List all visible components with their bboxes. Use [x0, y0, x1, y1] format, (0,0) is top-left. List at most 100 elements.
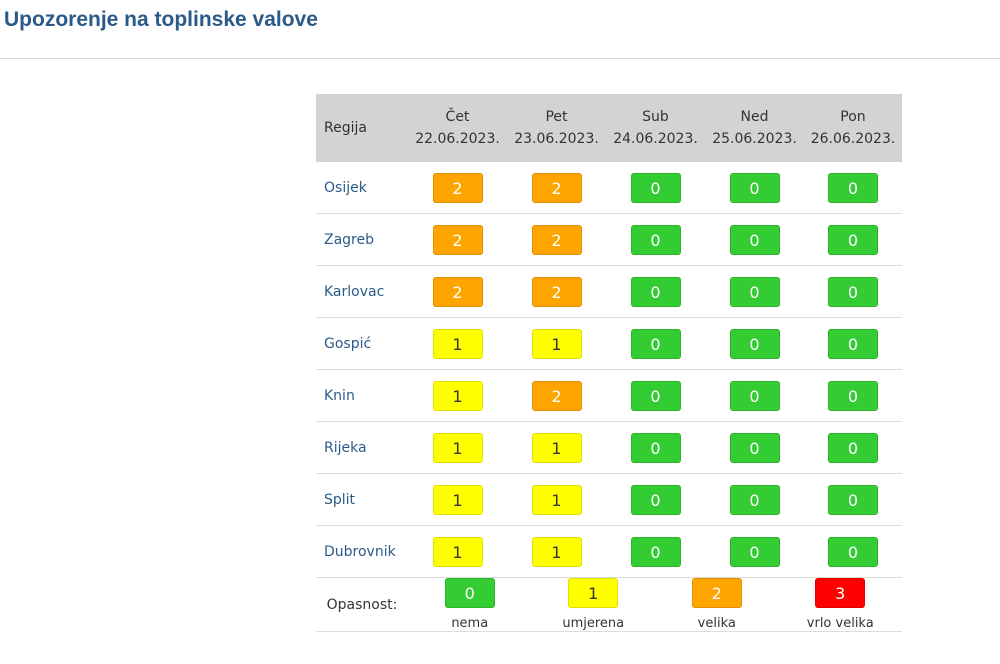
page-title: Upozorenje na toplinske valove — [4, 8, 318, 31]
legend-caption: vrlo velika — [806, 616, 874, 631]
level-cell: 0 — [705, 369, 804, 422]
level-cell: 1 — [507, 317, 606, 370]
level-cell: 2 — [408, 265, 507, 318]
level-cell: 0 — [606, 473, 705, 526]
region-link[interactable]: Karlovac — [324, 283, 385, 300]
legend-swatch: 3 — [815, 578, 866, 608]
table-row: Dubrovnik 1 1 0 0 0 — [316, 525, 902, 578]
level-cell: 1 — [507, 473, 606, 526]
day-column-header: Pet 23.06.2023. — [507, 94, 606, 162]
region-column-header: Regija — [316, 94, 408, 162]
legend-item: 1 umjerena — [532, 578, 656, 631]
level-badge: 0 — [729, 328, 780, 359]
title-divider — [0, 58, 1000, 59]
level-cell: 1 — [408, 525, 507, 578]
legend-item: 0 nema — [408, 578, 532, 631]
level-cell: 0 — [606, 213, 705, 266]
level-badge: 0 — [630, 380, 681, 411]
level-cell: 0 — [804, 213, 902, 266]
region-link[interactable]: Split — [324, 491, 356, 508]
region-link[interactable]: Dubrovnik — [324, 543, 396, 560]
level-badge: 0 — [828, 276, 878, 307]
region-link[interactable]: Gospić — [324, 335, 372, 352]
level-badge: 0 — [828, 380, 878, 411]
table-header-row: Regija Čet 22.06.2023. Pet 23.06.2023. Sub… — [316, 94, 902, 162]
level-badge: 0 — [828, 536, 878, 567]
level-cell: 2 — [507, 369, 606, 422]
level-badge: 0 — [729, 172, 780, 203]
level-cell: 0 — [804, 265, 902, 318]
region-cell: Rijeka — [316, 421, 408, 474]
level-badge: 1 — [432, 536, 483, 567]
level-badge: 0 — [630, 172, 681, 203]
level-cell: 0 — [705, 473, 804, 526]
heat-warning-table: Regija Čet 22.06.2023. Pet 23.06.2023. Sub… — [316, 94, 902, 632]
level-badge: 1 — [432, 432, 483, 463]
level-cell: 0 — [705, 525, 804, 578]
level-cell: 0 — [606, 421, 705, 474]
level-badge: 1 — [531, 432, 582, 463]
region-link[interactable]: Osijek — [324, 179, 367, 196]
level-cell: 0 — [606, 369, 705, 422]
legend-item: 3 vrlo velika — [779, 578, 903, 631]
legend-caption: velika — [697, 616, 736, 631]
level-cell: 2 — [408, 213, 507, 266]
level-cell: 2 — [507, 213, 606, 266]
level-cell: 1 — [408, 421, 507, 474]
level-cell: 0 — [804, 525, 902, 578]
level-cell: 0 — [804, 369, 902, 422]
table-row: Rijeka 1 1 0 0 0 — [316, 421, 902, 474]
legend: 0 nema 1 umjerena 2 velika 3 vrlo velika — [408, 577, 903, 632]
table-row: Zagreb 2 2 0 0 0 — [316, 213, 902, 266]
region-cell: Split — [316, 473, 408, 526]
level-cell: 1 — [507, 525, 606, 578]
region-link[interactable]: Knin — [324, 387, 355, 404]
level-cell: 1 — [408, 317, 507, 370]
region-cell: Gospić — [316, 317, 408, 370]
level-badge: 0 — [630, 328, 681, 359]
table-row: Split 1 1 0 0 0 — [316, 473, 902, 526]
legend-swatch: 1 — [568, 578, 619, 608]
level-badge: 1 — [531, 328, 582, 359]
legend-label: Opasnost: — [316, 577, 408, 632]
level-cell: 0 — [804, 162, 902, 214]
level-cell: 1 — [408, 473, 507, 526]
table-row: Osijek 2 2 0 0 0 — [316, 162, 902, 214]
level-badge: 1 — [432, 484, 483, 515]
level-badge: 0 — [729, 224, 780, 255]
level-cell: 2 — [408, 162, 507, 214]
level-badge: 1 — [432, 328, 483, 359]
region-cell: Zagreb — [316, 213, 408, 266]
level-badge: 2 — [432, 172, 483, 203]
level-cell: 0 — [606, 265, 705, 318]
level-cell: 2 — [507, 162, 606, 214]
legend-item: 2 velika — [655, 578, 779, 631]
region-link[interactable]: Zagreb — [324, 231, 375, 248]
region-cell: Osijek — [316, 162, 408, 214]
level-cell: 0 — [705, 265, 804, 318]
level-badge: 2 — [432, 224, 483, 255]
level-cell: 0 — [705, 317, 804, 370]
legend-caption: nema — [451, 616, 489, 631]
legend-caption: umjerena — [562, 616, 625, 631]
level-badge: 1 — [531, 484, 582, 515]
level-badge: 1 — [531, 536, 582, 567]
region-cell: Dubrovnik — [316, 525, 408, 578]
day-column-header: Čet 22.06.2023. — [408, 94, 507, 162]
level-cell: 0 — [705, 213, 804, 266]
level-cell: 0 — [804, 421, 902, 474]
level-cell: 0 — [606, 317, 705, 370]
level-badge: 1 — [432, 380, 483, 411]
region-link[interactable]: Rijeka — [324, 439, 367, 456]
legend-swatch: 2 — [691, 578, 742, 608]
level-badge: 0 — [828, 172, 878, 203]
table-row: Karlovac 2 2 0 0 0 — [316, 265, 902, 318]
level-badge: 0 — [729, 276, 780, 307]
level-badge: 2 — [432, 276, 483, 307]
region-cell: Knin — [316, 369, 408, 422]
level-cell: 0 — [804, 317, 902, 370]
table-row: Knin 1 2 0 0 0 — [316, 369, 902, 422]
day-column-header: Pon 26.06.2023. — [804, 94, 902, 162]
level-badge: 0 — [828, 432, 878, 463]
legend-swatch: 0 — [444, 578, 495, 608]
